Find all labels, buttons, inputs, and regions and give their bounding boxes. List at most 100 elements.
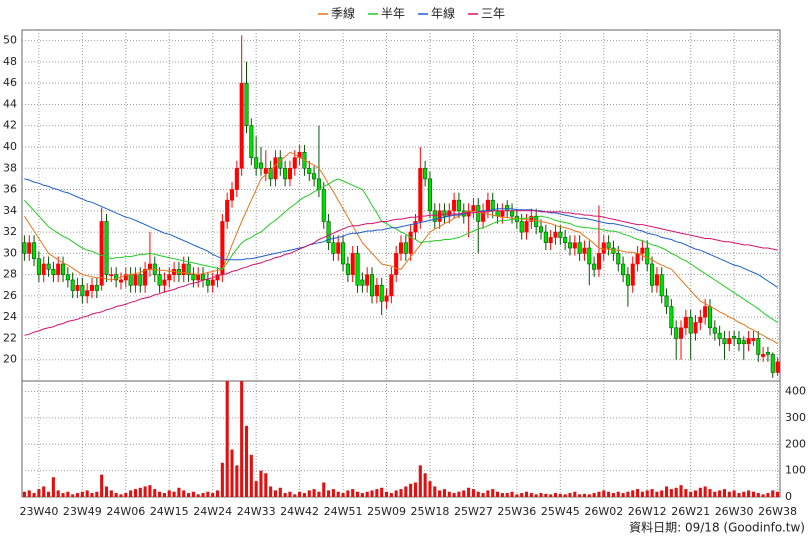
volume-tick-label: 400 <box>785 385 806 398</box>
volume-bar <box>423 473 427 497</box>
candle-body <box>89 284 95 291</box>
candle-body <box>534 215 539 228</box>
volume-bar <box>611 493 615 497</box>
volume-bar <box>384 491 389 497</box>
candle-body <box>75 284 80 291</box>
volume-bar <box>452 493 456 497</box>
volume-bar <box>664 486 669 497</box>
volume-bar <box>206 491 210 497</box>
volume-bar <box>153 489 157 497</box>
candle-body <box>41 263 46 275</box>
volume-bar <box>413 482 418 497</box>
volume-bar <box>375 489 379 497</box>
x-tick-label: 24W42 <box>280 505 319 518</box>
volume-bar <box>737 493 741 497</box>
volume-bar <box>370 490 374 497</box>
candle-body <box>191 274 196 281</box>
volume-bar <box>751 491 755 497</box>
volume-bar <box>75 493 80 497</box>
x-tick-label: 25W18 <box>411 505 450 518</box>
volume-bar <box>447 491 451 497</box>
volume-bar <box>602 490 606 497</box>
x-tick-label: 24W33 <box>237 505 276 518</box>
volume-bar <box>264 473 268 497</box>
volume-bar <box>742 491 746 497</box>
volume-bar <box>215 490 220 497</box>
volume-bar <box>143 486 147 497</box>
candle-body <box>582 247 587 254</box>
candle-body <box>732 336 737 339</box>
volume-bar <box>109 490 113 497</box>
candle-body <box>27 242 32 254</box>
candle-body <box>538 226 544 233</box>
candle-body <box>128 274 133 286</box>
legend-label: 季線 <box>331 6 355 21</box>
candle-body <box>109 274 114 276</box>
candle-body <box>312 173 317 180</box>
volume-bar <box>679 485 683 497</box>
candle-body <box>577 242 582 254</box>
candle-body <box>258 162 264 169</box>
candle-body <box>249 125 254 158</box>
x-tick-label: 26W30 <box>715 505 754 518</box>
ma-line <box>23 151 778 345</box>
candle-body <box>437 210 442 222</box>
candle-body <box>157 274 162 286</box>
candle-body <box>563 237 568 244</box>
volume-bar <box>776 491 780 497</box>
volume-bar <box>298 491 302 497</box>
volume-bar <box>597 491 601 497</box>
volume-bar <box>317 491 321 497</box>
volume-bar <box>211 493 215 497</box>
candle-body <box>254 157 259 169</box>
volume-bar <box>360 493 364 497</box>
volume-bar <box>365 491 369 497</box>
candle-body <box>693 322 698 334</box>
volume-bar <box>462 490 466 497</box>
volume-bar <box>380 487 384 497</box>
volume-bar <box>481 493 485 497</box>
volume-bar <box>515 494 519 497</box>
candle-body <box>210 279 215 286</box>
volume-bar <box>240 381 244 497</box>
candle-body <box>601 242 606 254</box>
volume-bar <box>534 494 538 497</box>
volume-bar <box>138 487 142 497</box>
volume-bar <box>607 491 611 497</box>
candle-body <box>316 178 321 190</box>
volume-bar <box>356 491 360 497</box>
volume-bar <box>249 454 253 497</box>
candle-body <box>292 157 297 169</box>
volume-bar <box>196 494 200 497</box>
candle-body <box>104 221 109 275</box>
legend-label: 半年 <box>381 7 405 21</box>
candle-body <box>674 327 679 339</box>
legend-label: 年線 <box>431 6 455 21</box>
candle-body <box>345 263 350 275</box>
candle-body <box>118 279 124 283</box>
volume-bar <box>732 490 736 497</box>
candle-body <box>229 189 235 201</box>
candle-body <box>94 284 99 291</box>
candle-body <box>703 306 708 318</box>
candle-body <box>80 284 85 297</box>
candle-body <box>741 340 746 345</box>
candle-body <box>374 284 379 297</box>
candle-body <box>36 258 41 275</box>
candle-body <box>418 167 423 222</box>
candle-body <box>630 263 635 286</box>
candle-body <box>761 354 766 357</box>
candle-body <box>775 361 780 373</box>
candle-body <box>268 167 273 180</box>
candle-body <box>326 221 331 244</box>
candle-body <box>548 237 553 244</box>
y-tick-label: 44 <box>3 97 17 110</box>
volume-bar <box>442 489 446 497</box>
candle-body <box>46 263 51 270</box>
candle-body <box>645 247 650 265</box>
volume-bar <box>655 491 659 497</box>
volume-bar <box>587 494 591 497</box>
candle-body <box>722 338 727 345</box>
volume-bar <box>85 490 89 497</box>
